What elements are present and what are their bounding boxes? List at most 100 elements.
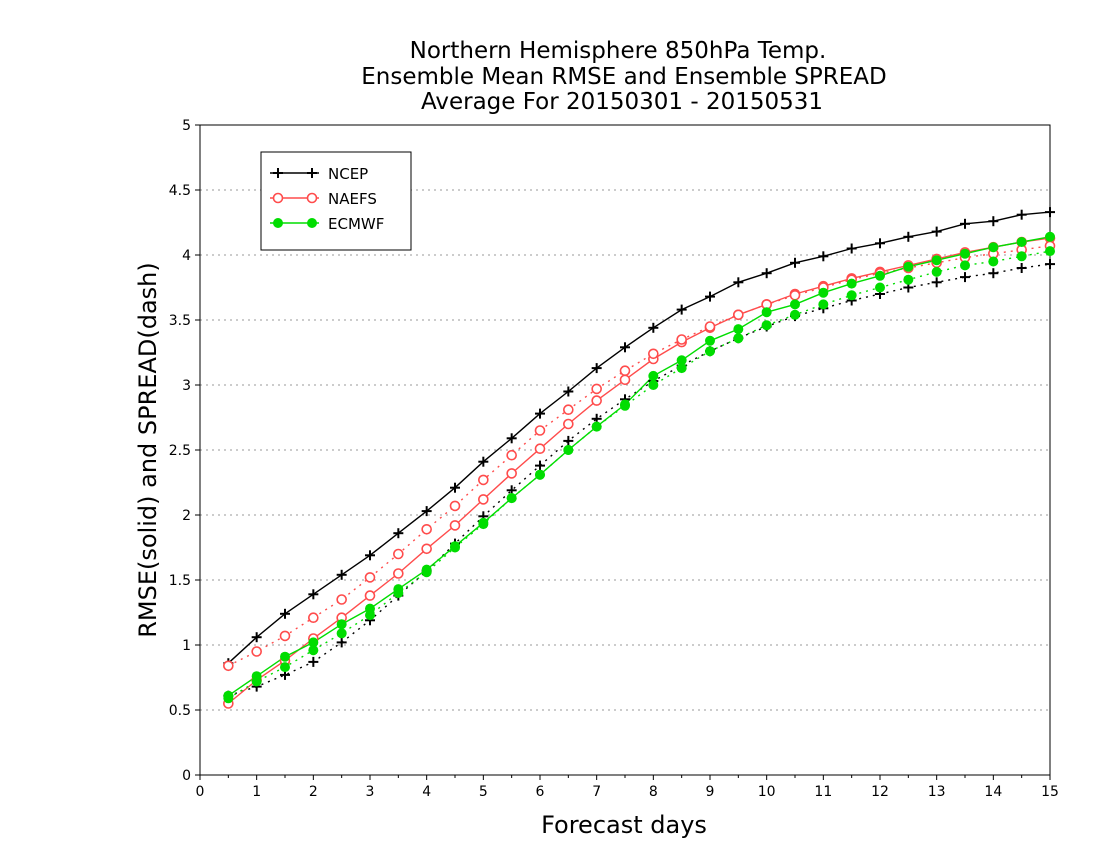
point-ncep-spread-27 bbox=[988, 268, 999, 279]
point-ecmwf-rmse-20 bbox=[790, 299, 800, 310]
point-ncep-rmse-12 bbox=[563, 386, 574, 397]
point-naefs-spread-1 bbox=[251, 646, 262, 657]
point-ecmwf-rmse-29 bbox=[1045, 231, 1055, 242]
point-ncep-rmse-14 bbox=[620, 342, 630, 353]
y-tick-label-8: 4 bbox=[182, 248, 191, 264]
point-ecmwf-spread-11 bbox=[535, 469, 545, 480]
x-tick-label-12: 12 bbox=[871, 784, 889, 800]
point-naefs-spread-0 bbox=[223, 660, 234, 672]
point-ncep-spread-12 bbox=[563, 435, 574, 446]
point-ncep-rmse-20 bbox=[790, 257, 800, 268]
point-ncep-rmse-18 bbox=[733, 277, 744, 288]
chart-title-line-2: Ensemble Mean RMSE and Ensemble SPREAD bbox=[361, 64, 886, 90]
point-naefs-rmse-10 bbox=[506, 468, 517, 479]
point-naefs-spread-9 bbox=[478, 474, 489, 486]
point-ecmwf-rmse-18 bbox=[733, 324, 744, 335]
point-ncep-rmse-7 bbox=[421, 506, 432, 517]
series-ecmwf-rmse-line bbox=[227, 236, 1051, 697]
point-ecmwf-spread-29 bbox=[1045, 246, 1055, 257]
x-tick-label-14: 14 bbox=[984, 784, 1002, 800]
point-naefs-spread-4 bbox=[336, 594, 347, 605]
point-naefs-rmse-6 bbox=[393, 568, 404, 579]
point-ncep-rmse-3 bbox=[308, 589, 319, 600]
point-ecmwf-rmse-23 bbox=[875, 270, 885, 281]
x-tick-label-15: 15 bbox=[1041, 784, 1059, 800]
point-ecmwf-spread-13 bbox=[591, 421, 602, 432]
y-tick-label-7: 3.5 bbox=[169, 313, 191, 329]
y-tick-label-3: 1.5 bbox=[169, 573, 191, 589]
point-naefs-spread-15 bbox=[648, 348, 659, 360]
point-ncep-spread-28 bbox=[1016, 263, 1027, 273]
x-tick-label-7: 7 bbox=[592, 784, 601, 800]
point-ecmwf-spread-24 bbox=[903, 274, 914, 285]
point-ecmwf-spread-19 bbox=[761, 320, 772, 331]
legend-marker-naefs-a bbox=[272, 192, 284, 204]
point-naefs-spread-2 bbox=[279, 630, 291, 642]
point-ecmwf-spread-3 bbox=[308, 645, 319, 656]
point-ecmwf-rmse-24 bbox=[903, 261, 914, 272]
legend: NCEP NAEFS ECMWF bbox=[260, 151, 412, 251]
point-ecmwf-spread-1 bbox=[251, 676, 262, 687]
point-naefs-spread-16 bbox=[676, 334, 687, 345]
series-naefs-rmse-line bbox=[227, 237, 1051, 705]
point-naefs-rmse-12 bbox=[563, 418, 574, 430]
point-ecmwf-spread-2 bbox=[280, 662, 290, 673]
point-ncep-rmse-2 bbox=[280, 608, 290, 619]
legend-marker-ecmwf-a bbox=[273, 218, 283, 228]
y-tick-label-0: 0 bbox=[182, 768, 191, 784]
point-ncep-rmse-9 bbox=[478, 456, 489, 467]
point-ecmwf-spread-23 bbox=[875, 282, 885, 293]
point-naefs-spread-13 bbox=[591, 383, 602, 395]
point-ecmwf-rmse-28 bbox=[1016, 237, 1027, 247]
y-tick-label-6: 3 bbox=[182, 378, 191, 394]
point-ncep-spread-26 bbox=[960, 272, 970, 283]
point-ncep-rmse-16 bbox=[676, 304, 687, 315]
point-ecmwf-rmse-21 bbox=[818, 287, 829, 298]
legend-marker-ncep-a bbox=[273, 168, 283, 178]
point-ecmwf-rmse-27 bbox=[988, 242, 999, 253]
legend-marker-ecmwf-b bbox=[307, 218, 317, 228]
point-ncep-spread-25 bbox=[931, 277, 942, 288]
point-ncep-rmse-11 bbox=[535, 408, 545, 419]
series-ecmwf-spread-line bbox=[227, 250, 1051, 699]
point-ecmwf-spread-6 bbox=[393, 588, 404, 598]
point-ncep-rmse-27 bbox=[988, 216, 999, 227]
point-ncep-rmse-28 bbox=[1016, 209, 1027, 220]
point-naefs-spread-3 bbox=[308, 612, 319, 624]
point-ncep-rmse-10 bbox=[506, 433, 517, 444]
point-ecmwf-rmse-19 bbox=[761, 307, 772, 318]
point-ecmwf-spread-17 bbox=[705, 346, 715, 357]
point-ncep-rmse-24 bbox=[903, 231, 914, 242]
point-naefs-spread-17 bbox=[704, 321, 716, 332]
point-ncep-rmse-5 bbox=[365, 550, 375, 561]
x-tick-label-1: 1 bbox=[252, 784, 261, 800]
x-tick-label-2: 2 bbox=[309, 784, 318, 800]
x-tick-label-10: 10 bbox=[758, 784, 776, 800]
y-tick-label-9: 4.5 bbox=[169, 183, 191, 199]
point-naefs-spread-6 bbox=[393, 548, 404, 560]
point-ncep-rmse-13 bbox=[591, 363, 602, 374]
x-axis-label: Forecast days bbox=[541, 811, 707, 839]
point-ecmwf-spread-0 bbox=[223, 693, 234, 704]
point-naefs-spread-7 bbox=[421, 523, 432, 535]
x-tick-label-9: 9 bbox=[706, 784, 715, 800]
legend-box bbox=[260, 151, 412, 251]
chart-title: Northern Hemisphere 850hPa Temp. Ensembl… bbox=[361, 38, 886, 115]
y-axis-label: RMSE(solid) and SPREAD(dash) bbox=[134, 262, 162, 638]
point-ncep-rmse-15 bbox=[648, 322, 659, 333]
point-ecmwf-spread-7 bbox=[421, 567, 432, 578]
point-ecmwf-spread-28 bbox=[1016, 251, 1027, 262]
x-tick-label-4: 4 bbox=[422, 784, 431, 800]
point-naefs-spread-11 bbox=[534, 425, 546, 436]
point-ecmwf-spread-9 bbox=[478, 519, 489, 530]
series-layer bbox=[223, 207, 1056, 709]
series-ncep-rmse-line bbox=[227, 211, 1051, 664]
x-tick-label-3: 3 bbox=[366, 784, 375, 800]
x-tick-label-11: 11 bbox=[814, 784, 832, 800]
grid-layer bbox=[200, 189, 1050, 711]
point-ecmwf-spread-12 bbox=[563, 445, 574, 455]
point-ecmwf-spread-26 bbox=[960, 260, 970, 271]
point-ncep-rmse-19 bbox=[761, 268, 772, 279]
point-naefs-spread-12 bbox=[563, 404, 574, 416]
